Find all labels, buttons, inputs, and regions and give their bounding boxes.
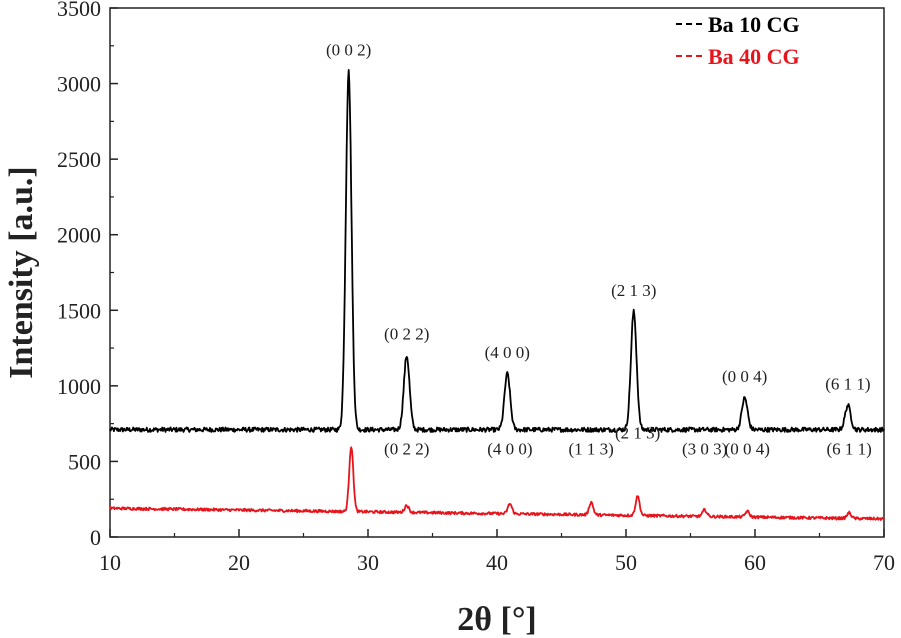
peak-label: (6 1 1) [827, 439, 872, 458]
series-line-0 [109, 69, 885, 433]
peak-label: (4 0 0) [485, 343, 530, 362]
x-tick-label: 70 [873, 550, 895, 575]
x-tick-label: 30 [357, 550, 379, 575]
x-tick-label: 20 [228, 550, 250, 575]
x-tick-label: 40 [486, 550, 508, 575]
peak-label: (6 1 1) [825, 375, 870, 394]
peak-label: (1 1 3) [569, 439, 614, 458]
x-tick-label: 50 [615, 550, 637, 575]
y-tick-label: 1000 [57, 374, 101, 399]
peak-label: (3 0 3) [682, 439, 727, 458]
y-tick-label: 3000 [57, 72, 101, 97]
peak-label: (0 0 2) [326, 40, 371, 59]
series-line-1 [109, 446, 885, 521]
y-tick-label: 1500 [57, 298, 101, 323]
x-tick-label: 60 [744, 550, 766, 575]
peak-label: (0 0 4) [725, 439, 770, 458]
y-tick-label: 2500 [57, 147, 101, 172]
peak-label: (2 1 3) [611, 281, 656, 300]
peak-label: (0 2 2) [384, 325, 429, 344]
x-tick-label: 10 [99, 550, 121, 575]
x-axis-title: 2θ [°] [457, 601, 537, 638]
legend-label-0: Ba 10 CG [708, 12, 800, 37]
plot-area: 10 20 30 40 50 60 70 0 500 1000 1500 2000 2500 3000 35… [3, 0, 895, 638]
y-tick-label: 2000 [57, 223, 101, 248]
peak-label: (2 1 3) [615, 423, 660, 442]
y-axis-title: Intensity [a.u.] [3, 166, 40, 379]
peak-label: (0 2 2) [384, 439, 429, 458]
legend-label-1: Ba 40 CG [708, 44, 800, 69]
y-tick-label: 0 [90, 525, 101, 550]
peak-label: (0 0 4) [722, 367, 767, 386]
y-tick-label: 3500 [57, 0, 101, 21]
y-tick-label: 500 [68, 449, 101, 474]
peak-label: (4 0 0) [487, 439, 532, 458]
